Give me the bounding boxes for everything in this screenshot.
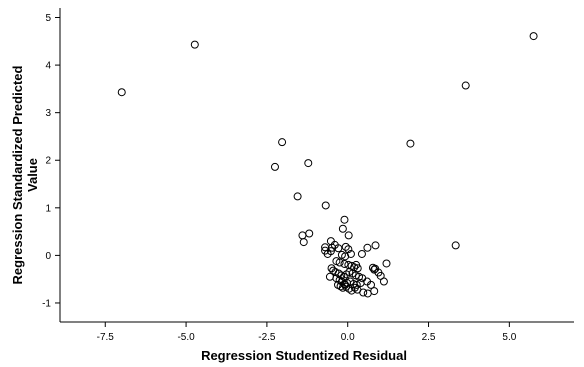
- data-point: [371, 241, 380, 250]
- data-point: [321, 201, 330, 210]
- data-point: [353, 264, 362, 273]
- data-point: [270, 162, 279, 171]
- y-tick-label: 5: [45, 13, 51, 24]
- data-point: [334, 244, 343, 253]
- y-tick-label: 4: [45, 61, 51, 72]
- data-point: [293, 192, 302, 201]
- data-point: [363, 289, 372, 298]
- data-point: [190, 40, 199, 49]
- data-point: [327, 264, 336, 273]
- data-point: [336, 282, 345, 291]
- data-point: [305, 229, 314, 238]
- data-point: [335, 258, 344, 267]
- data-point: [346, 249, 355, 258]
- y-tick-label: 3: [45, 108, 51, 119]
- x-tick-label: -7.5: [97, 332, 115, 343]
- data-point: [370, 287, 379, 296]
- y-tick-label: 0: [45, 251, 51, 262]
- data-point: [325, 272, 334, 281]
- data-point: [344, 245, 353, 254]
- data-point: [344, 231, 353, 240]
- data-point: [370, 265, 379, 274]
- data-point: [461, 81, 470, 90]
- axes: [59, 8, 574, 323]
- data-point: [341, 242, 350, 251]
- y-tick-label: 2: [45, 156, 51, 167]
- data-point: [326, 247, 335, 256]
- x-tick-label: 5.0: [502, 332, 516, 343]
- data-point: [278, 138, 287, 147]
- data-point: [359, 288, 368, 297]
- data-point: [340, 259, 349, 268]
- data-point: [304, 159, 313, 168]
- x-tick-label: 0.0: [341, 332, 355, 343]
- data-point: [117, 88, 126, 97]
- data-point: [341, 280, 350, 289]
- x-axis-ticks: -7.5 -5.0 -2.5 0.0 2.5 5.0: [97, 322, 517, 343]
- data-point: [363, 243, 372, 252]
- y-tick-label: 1: [45, 203, 51, 214]
- y-axis-title-line-2: Value: [25, 158, 40, 192]
- data-point: [529, 32, 538, 41]
- data-point: [340, 215, 349, 224]
- data-point: [326, 237, 335, 246]
- y-axis-title-line-1: Regression Standardized Predicted: [10, 66, 25, 285]
- data-point: [350, 283, 359, 292]
- x-tick-label: -5.0: [177, 332, 195, 343]
- data-point: [298, 231, 307, 240]
- data-point: [451, 241, 460, 250]
- data-point: [338, 224, 347, 233]
- data-point: [357, 249, 366, 258]
- data-point: [366, 280, 375, 289]
- x-tick-label: 2.5: [422, 332, 436, 343]
- data-points: [117, 32, 538, 298]
- data-point: [335, 276, 344, 285]
- y-tick-label: -1: [42, 298, 51, 309]
- x-tick-label: -2.5: [258, 332, 276, 343]
- data-point: [299, 238, 308, 247]
- data-point: [350, 263, 359, 272]
- data-point: [379, 277, 388, 286]
- y-axis-ticks: -1 0 1 2 3 4 5: [42, 13, 60, 309]
- data-point: [406, 139, 415, 148]
- x-axis-title: Regression Studentized Residual: [201, 348, 407, 363]
- data-point: [382, 259, 391, 268]
- y-axis-title: Regression Standardized Predicted Value: [10, 66, 40, 285]
